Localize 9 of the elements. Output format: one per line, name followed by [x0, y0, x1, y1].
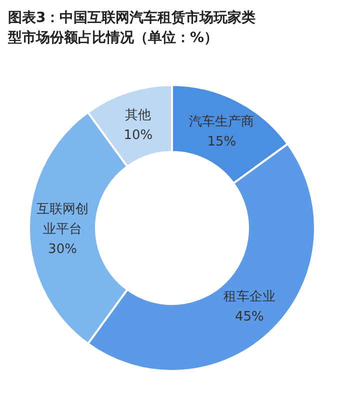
data-label: 30% [48, 242, 77, 257]
chart-title: 图表3：中国互联网汽车租赁市场玩家类型市场份额占比情况（单位：%） [7, 9, 256, 46]
slice-label: 汽车生产商 [189, 114, 254, 130]
slice-label: 租车企业 [223, 289, 276, 304]
data-label: 15% [207, 134, 236, 150]
data-label: 10% [124, 128, 153, 143]
data-label: 45% [234, 309, 264, 324]
slice-label: 其他 [125, 108, 152, 123]
slice-label: 互联网创业平台 [36, 202, 88, 237]
